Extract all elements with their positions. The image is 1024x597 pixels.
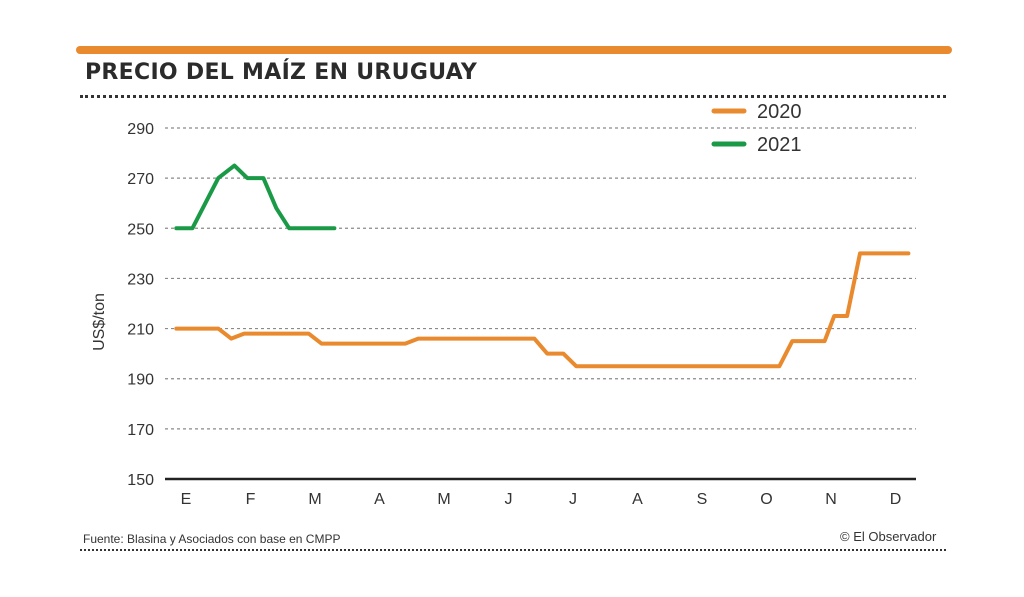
legend-label-2021: 2021 bbox=[757, 134, 802, 156]
y-axis-label: US$/ton bbox=[91, 293, 108, 351]
x-tick-label: E bbox=[181, 491, 192, 508]
y-tick-label: 290 bbox=[127, 121, 154, 138]
title-divider bbox=[80, 95, 946, 98]
x-tick-label: D bbox=[890, 491, 902, 508]
y-tick-label: 170 bbox=[127, 422, 154, 439]
y-tick-label: 190 bbox=[127, 372, 154, 389]
x-tick-label: O bbox=[760, 491, 772, 508]
y-tick-label: 210 bbox=[127, 322, 154, 339]
series-line-2020 bbox=[174, 251, 911, 369]
x-tick-label: A bbox=[374, 491, 385, 508]
x-tick-label: N bbox=[825, 491, 837, 508]
footer-divider bbox=[80, 549, 946, 551]
credit-note: © El Observador bbox=[840, 529, 937, 544]
accent-bar bbox=[76, 46, 952, 54]
y-tick-label: 230 bbox=[127, 271, 154, 288]
y-tick-label: 250 bbox=[127, 221, 154, 238]
x-tick-label: M bbox=[437, 491, 450, 508]
y-tick-label: 270 bbox=[127, 171, 154, 188]
legend-label-2020: 2020 bbox=[757, 101, 802, 123]
y-tick-label: 150 bbox=[127, 472, 154, 489]
series-line-2021 bbox=[174, 163, 337, 231]
x-tick-label: F bbox=[246, 491, 256, 508]
source-note: Fuente: Blasina y Asociados con base en … bbox=[83, 532, 341, 546]
x-tick-label: J bbox=[569, 491, 577, 508]
x-tick-label: J bbox=[505, 491, 513, 508]
x-tick-label: S bbox=[697, 491, 708, 508]
x-tick-label: M bbox=[308, 491, 321, 508]
chart-title: PRECIO DEL MAÍZ EN URUGUAY bbox=[85, 60, 478, 85]
x-tick-label: A bbox=[632, 491, 643, 508]
